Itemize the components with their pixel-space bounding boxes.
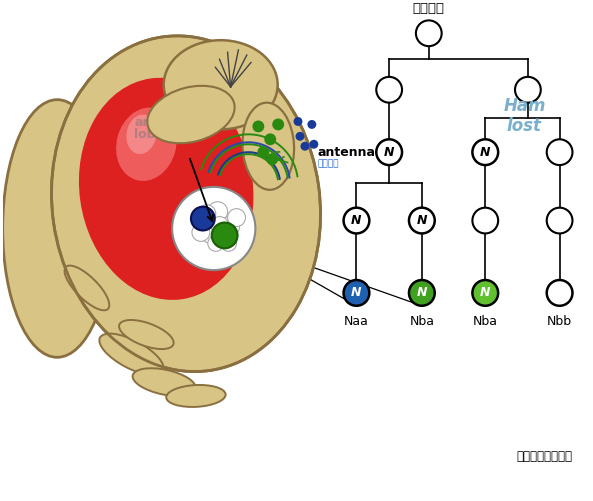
Circle shape [266, 153, 278, 165]
Circle shape [547, 280, 572, 306]
Ellipse shape [133, 368, 196, 396]
Text: Nbb: Nbb [547, 315, 572, 328]
Circle shape [473, 139, 498, 165]
Circle shape [473, 208, 498, 233]
Circle shape [192, 209, 213, 230]
Text: lobe: lobe [135, 128, 164, 141]
Ellipse shape [147, 86, 235, 143]
Ellipse shape [52, 36, 321, 372]
Text: N: N [351, 214, 362, 227]
Circle shape [172, 187, 256, 270]
Circle shape [198, 205, 216, 222]
Text: Ham
lost: Ham lost [503, 97, 546, 135]
Text: N: N [351, 287, 362, 300]
Text: 前駆細胞: 前駆細胞 [413, 3, 445, 16]
Circle shape [212, 222, 238, 248]
Circle shape [409, 280, 435, 306]
Ellipse shape [65, 266, 109, 310]
Circle shape [343, 280, 369, 306]
Circle shape [216, 226, 235, 244]
Ellipse shape [100, 334, 164, 375]
Circle shape [295, 132, 304, 141]
Ellipse shape [164, 40, 278, 129]
Ellipse shape [79, 78, 253, 300]
Circle shape [301, 142, 310, 151]
Text: N: N [480, 146, 490, 159]
Circle shape [192, 223, 210, 241]
Circle shape [515, 77, 541, 103]
Ellipse shape [126, 115, 157, 154]
Circle shape [377, 139, 402, 165]
Circle shape [409, 208, 435, 233]
Text: 三種類のみに分化: 三種類のみに分化 [517, 450, 572, 463]
Text: N: N [384, 146, 394, 159]
Text: Naa: Naa [344, 315, 369, 328]
Circle shape [253, 120, 264, 132]
Circle shape [201, 223, 221, 243]
Circle shape [219, 216, 240, 236]
Circle shape [294, 117, 302, 126]
Ellipse shape [3, 100, 111, 357]
Text: Nba: Nba [409, 315, 434, 328]
Circle shape [547, 208, 572, 233]
Text: N: N [417, 287, 427, 300]
Ellipse shape [119, 320, 174, 349]
Text: antenna: antenna [318, 146, 376, 159]
Ellipse shape [243, 103, 294, 190]
Text: （触角）: （触角） [318, 160, 339, 168]
Text: N: N [417, 214, 427, 227]
Text: Nba: Nba [473, 315, 498, 328]
Text: N: N [480, 287, 490, 300]
Circle shape [272, 119, 284, 130]
Ellipse shape [116, 108, 177, 181]
Circle shape [310, 140, 318, 149]
Circle shape [377, 77, 402, 103]
Circle shape [228, 209, 246, 226]
Circle shape [221, 235, 237, 252]
Circle shape [191, 207, 215, 230]
Circle shape [307, 120, 316, 129]
Circle shape [416, 21, 442, 46]
Circle shape [264, 133, 276, 145]
Circle shape [257, 146, 269, 158]
Circle shape [208, 202, 228, 221]
Ellipse shape [166, 385, 225, 407]
Circle shape [211, 216, 229, 234]
Circle shape [343, 208, 369, 233]
Text: antennal: antennal [135, 116, 197, 129]
Circle shape [208, 235, 224, 252]
Circle shape [473, 280, 498, 306]
Text: （触角葉）: （触角葉） [195, 122, 222, 131]
Circle shape [547, 139, 572, 165]
